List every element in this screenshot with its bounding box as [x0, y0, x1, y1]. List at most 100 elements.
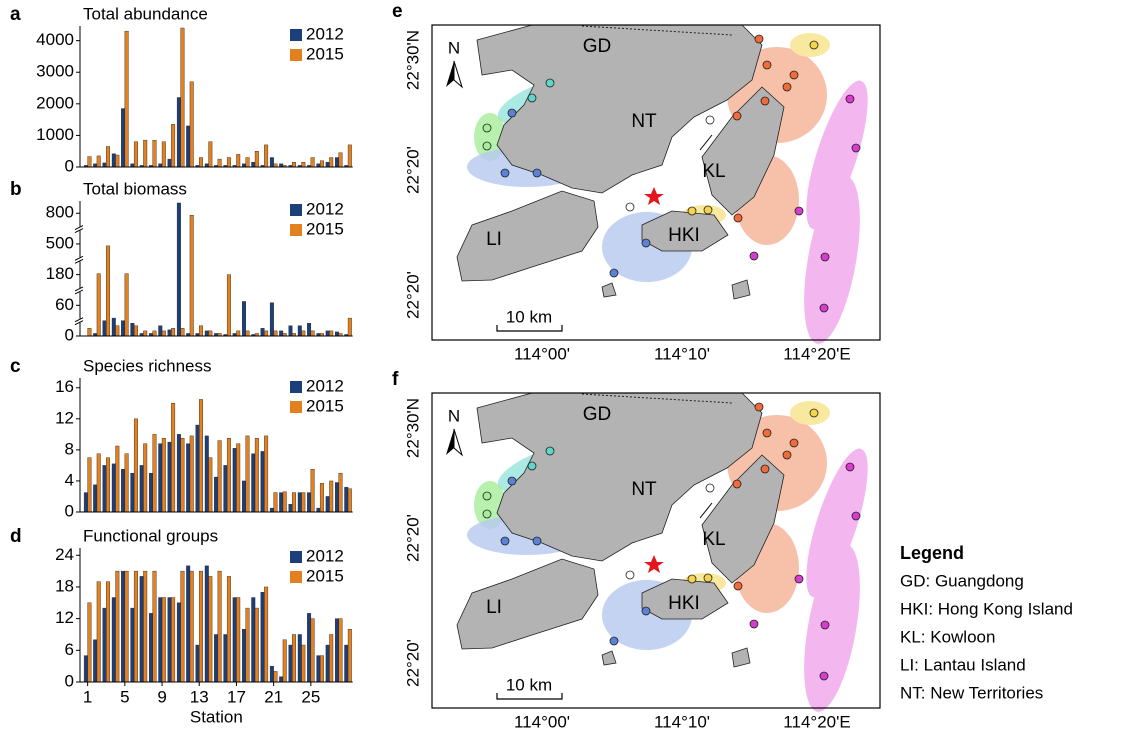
bar [335, 619, 339, 682]
bar [246, 331, 250, 336]
bar [236, 154, 240, 167]
bar [143, 571, 147, 682]
bar [236, 598, 240, 682]
legend-label: 2012 [306, 376, 344, 395]
y-tick-label: 180 [46, 264, 74, 283]
bar [227, 576, 231, 682]
bar [307, 613, 311, 682]
bar [236, 331, 240, 336]
bar [196, 645, 200, 682]
bar [227, 438, 231, 512]
bar [103, 465, 107, 512]
y-tick-label: 24 [55, 545, 74, 564]
lon-label: 114°00' [514, 344, 570, 363]
bar [131, 323, 135, 336]
bar [116, 571, 120, 682]
bar [103, 321, 107, 336]
legend-swatch [290, 381, 302, 393]
bar [106, 146, 110, 167]
bar [177, 603, 181, 682]
lon-label: 114°20'E [783, 712, 850, 731]
bar [134, 419, 138, 512]
bar [320, 483, 324, 512]
bar [279, 493, 283, 512]
lon-label: 114°00' [514, 712, 570, 731]
legend-item: GD: Guangdong [900, 571, 1024, 590]
bar [302, 645, 306, 682]
place-label: NT [631, 479, 657, 500]
panel-letter: d [10, 526, 22, 547]
bar [261, 328, 265, 336]
bar [218, 571, 222, 682]
bar [311, 619, 315, 682]
bar [181, 438, 185, 512]
x-tick-label: 25 [301, 687, 320, 706]
bar [168, 159, 172, 167]
bar [131, 473, 135, 512]
bar [326, 331, 330, 336]
y-tick-label: 16 [55, 377, 74, 396]
bar [162, 438, 166, 512]
bar [199, 571, 203, 682]
bar [283, 640, 287, 682]
lat-label: 22°20' [403, 514, 422, 562]
place-label: GD [583, 36, 612, 57]
bar [140, 576, 144, 682]
bar [162, 142, 166, 167]
legend-label: 2012 [306, 199, 344, 218]
x-tick-label: 5 [120, 687, 129, 706]
bar [255, 151, 259, 167]
bar [345, 487, 349, 512]
bar [168, 442, 172, 512]
bar [190, 215, 194, 336]
bar [246, 608, 250, 682]
bar [252, 598, 256, 682]
bar [84, 493, 88, 512]
bar [199, 326, 203, 336]
bar [116, 446, 120, 512]
bar [339, 619, 343, 682]
bar [270, 158, 274, 167]
bar [270, 666, 274, 682]
bar [242, 629, 246, 682]
figure: 2012201501000200030004000aTotal abundanc… [0, 0, 1134, 731]
bar [246, 158, 250, 167]
bar [289, 645, 293, 682]
bar [153, 571, 157, 682]
bar [264, 436, 268, 512]
bar [88, 458, 92, 512]
bar [307, 323, 311, 336]
bar [177, 98, 181, 168]
place-label: HKI [668, 225, 700, 246]
bar [214, 477, 218, 512]
x-axis-label: Station [190, 707, 243, 726]
bar [177, 434, 181, 512]
bar [162, 598, 166, 682]
bar [227, 158, 231, 167]
x-tick-label: 13 [190, 687, 209, 706]
bar [302, 162, 306, 167]
y-tick-label: 1000 [36, 125, 74, 144]
y-tick-label: 0 [65, 501, 74, 520]
x-tick-label: 21 [264, 687, 283, 706]
north-label: N [448, 38, 460, 57]
bar [121, 109, 125, 167]
x-tick-label: 17 [227, 687, 246, 706]
legend-label: 2015 [306, 566, 344, 585]
north-label: N [448, 406, 460, 425]
bar [159, 598, 163, 682]
legend-item: KL: Kowloon [900, 627, 995, 646]
bar [339, 153, 343, 167]
panel-letter: e [392, 1, 403, 22]
bar [143, 140, 147, 167]
bar [329, 158, 333, 167]
bar [326, 496, 330, 512]
bar [233, 598, 237, 682]
lon-label: 114°10' [654, 712, 710, 731]
bar [106, 246, 110, 336]
bar [348, 318, 352, 336]
bar [196, 425, 200, 512]
bar [171, 598, 175, 682]
